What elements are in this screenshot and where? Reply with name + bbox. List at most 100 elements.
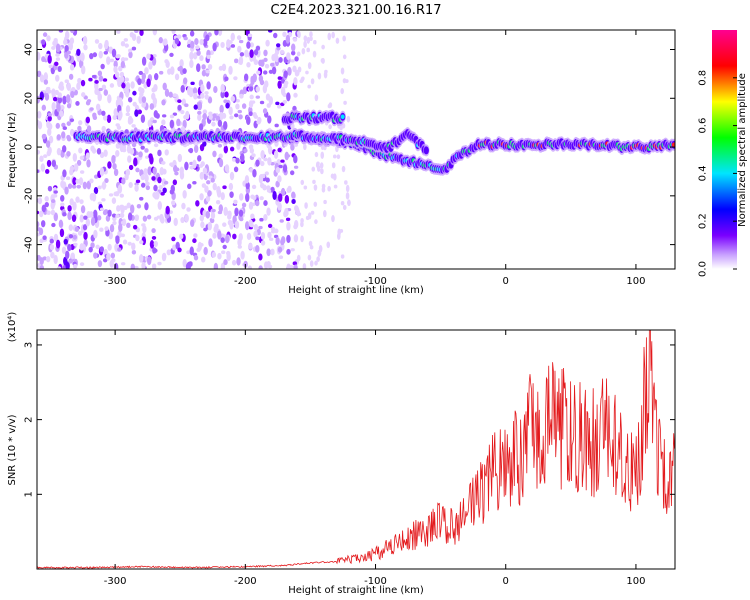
spectrogram-noise-mark (217, 230, 222, 240)
spectrogram-noise-mark (246, 41, 251, 49)
spectrogram-noise-mark (125, 105, 131, 113)
spectrogram-noise-mark (255, 95, 261, 99)
spectrogram-noise-mark (137, 78, 142, 86)
spectrogram-noise-mark (144, 67, 149, 75)
spectrogram-noise-mark (332, 154, 337, 159)
colorbar-tick-label: 0.6 (698, 118, 709, 134)
spectrogram-noise-mark (142, 225, 147, 234)
spectrogram-noise-mark (282, 164, 288, 173)
spectrogram-noise-mark (218, 65, 224, 71)
spectrogram-noise-mark (119, 193, 125, 198)
spectrogram-noise-mark (275, 236, 280, 246)
spectrogram-noise-mark (207, 221, 213, 231)
spectrogram-noise-mark (59, 81, 64, 88)
spectrogram-noise-mark (71, 87, 76, 92)
spectrogram-noise-mark (138, 254, 144, 263)
spectrogram-noise-mark (124, 173, 129, 181)
spectrogram-noise-mark (249, 49, 254, 59)
spectrogram-noise-mark (309, 260, 314, 267)
spectrogram-noise-mark (275, 180, 280, 188)
spectrogram-noise-mark (316, 165, 321, 172)
spectrogram-noise-mark (193, 233, 198, 238)
spectrogram-noise-mark (233, 76, 238, 81)
spectrogram-noise-mark (286, 92, 291, 102)
spectrogram-noise-mark (153, 83, 158, 92)
spectrogram-noise-mark (134, 265, 139, 269)
spectrogram-noise-mark (233, 58, 239, 64)
spectrogram-noise-mark (47, 112, 52, 117)
spectrogram-noise-mark (49, 238, 54, 244)
spectrogram-noise-mark (63, 39, 68, 46)
spectrogram-noise-mark (53, 212, 58, 222)
spectrogram-noise-mark (256, 70, 261, 75)
spectrogram-noise-mark (197, 110, 202, 115)
spectrogram-noise-mark (151, 263, 157, 269)
spectrogram-noise-mark (279, 49, 285, 55)
spectrogram-noise-mark (103, 50, 109, 55)
spectrogram-noise-mark (45, 140, 51, 148)
spectrogram-noise-mark (104, 39, 109, 48)
spectrogram-noise-mark (50, 251, 55, 259)
spectrogram-noise-mark (236, 257, 241, 266)
spectrogram-noise-mark (284, 194, 290, 204)
spectrogram-noise-mark (218, 204, 223, 213)
spectrogram-noise-mark (297, 66, 302, 73)
spectrogram-noise-mark (321, 186, 326, 193)
spectrogram-noise-mark (163, 180, 169, 185)
spectrogram-noise-mark (85, 152, 91, 160)
spectrogram-noise-mark (48, 135, 54, 144)
spectrogram-noise-mark (107, 209, 112, 217)
spectrogram-noise-mark (238, 39, 244, 44)
spectrogram-noise-mark (78, 147, 83, 154)
spectrogram-noise-mark (246, 116, 251, 126)
spectrogram-noise-mark (180, 216, 185, 224)
spectrogram-noise-mark (321, 57, 325, 64)
spectrogram-noise-mark (277, 104, 282, 109)
spectrogram-noise-mark (260, 232, 266, 240)
spectrogram-noise-mark (250, 76, 255, 86)
spectrogram-noise-mark (158, 70, 164, 75)
spectrogram-noise-mark (51, 199, 56, 204)
spectrogram-noise-mark (61, 246, 67, 254)
snr-y-tick-label: 3 (24, 342, 35, 348)
spectrogram-noise-mark (110, 252, 116, 259)
spectrogram-noise-mark (263, 200, 268, 207)
spectrogram-noise-mark (97, 260, 103, 268)
spectrogram-noise-mark (79, 199, 84, 205)
spectrogram-noise-mark (207, 63, 213, 70)
spectrogram-noise-mark (293, 165, 299, 169)
spectrogram-noise-mark (280, 238, 285, 246)
spectrogram-noise-mark (116, 54, 121, 58)
spectrogram-noise-mark (68, 73, 74, 80)
spectrogram-noise-mark (162, 82, 167, 91)
spectrogram-noise-mark (275, 101, 280, 106)
spectrogram-noise-mark (80, 52, 85, 62)
spectrogram-noise-mark (82, 181, 88, 190)
spectrogram-noise-mark (340, 201, 345, 206)
spectrogram-noise-mark (320, 168, 324, 175)
spectrogram-noise-mark (112, 216, 117, 222)
spectrogram-noise-mark (98, 50, 103, 59)
spectrogram-noise-mark (74, 226, 80, 232)
spectrogram-noise-mark (286, 234, 291, 244)
spectrogram-x-tick-label: -200 (234, 276, 257, 287)
spectrogram-noise-mark (140, 145, 145, 150)
spectrogram-noise-mark (260, 161, 265, 167)
spectrogram-noise-mark (207, 190, 212, 197)
spectrogram-noise-mark (289, 264, 294, 269)
spectrogram-noise-mark (188, 262, 193, 267)
spectrogram-noise-mark (44, 92, 50, 101)
spectrogram-noise-mark (39, 238, 44, 244)
spectrogram-noise-mark (228, 65, 233, 75)
spectrogram-noise-mark (66, 121, 72, 126)
spectrogram-noise-mark (314, 219, 318, 225)
spectrogram-noise-mark (199, 38, 204, 46)
spectrogram-noise-mark (100, 63, 105, 70)
spectrogram-noise-mark (248, 219, 253, 226)
spectrogram-noise-mark (203, 227, 208, 232)
spectrogram-noise-mark (202, 141, 207, 147)
spectrogram-y-tick-label: 20 (24, 92, 35, 105)
spectrogram-noise-mark (51, 102, 56, 111)
spectrogram-noise-mark (170, 162, 175, 168)
spectrogram-noise-mark (247, 33, 253, 38)
